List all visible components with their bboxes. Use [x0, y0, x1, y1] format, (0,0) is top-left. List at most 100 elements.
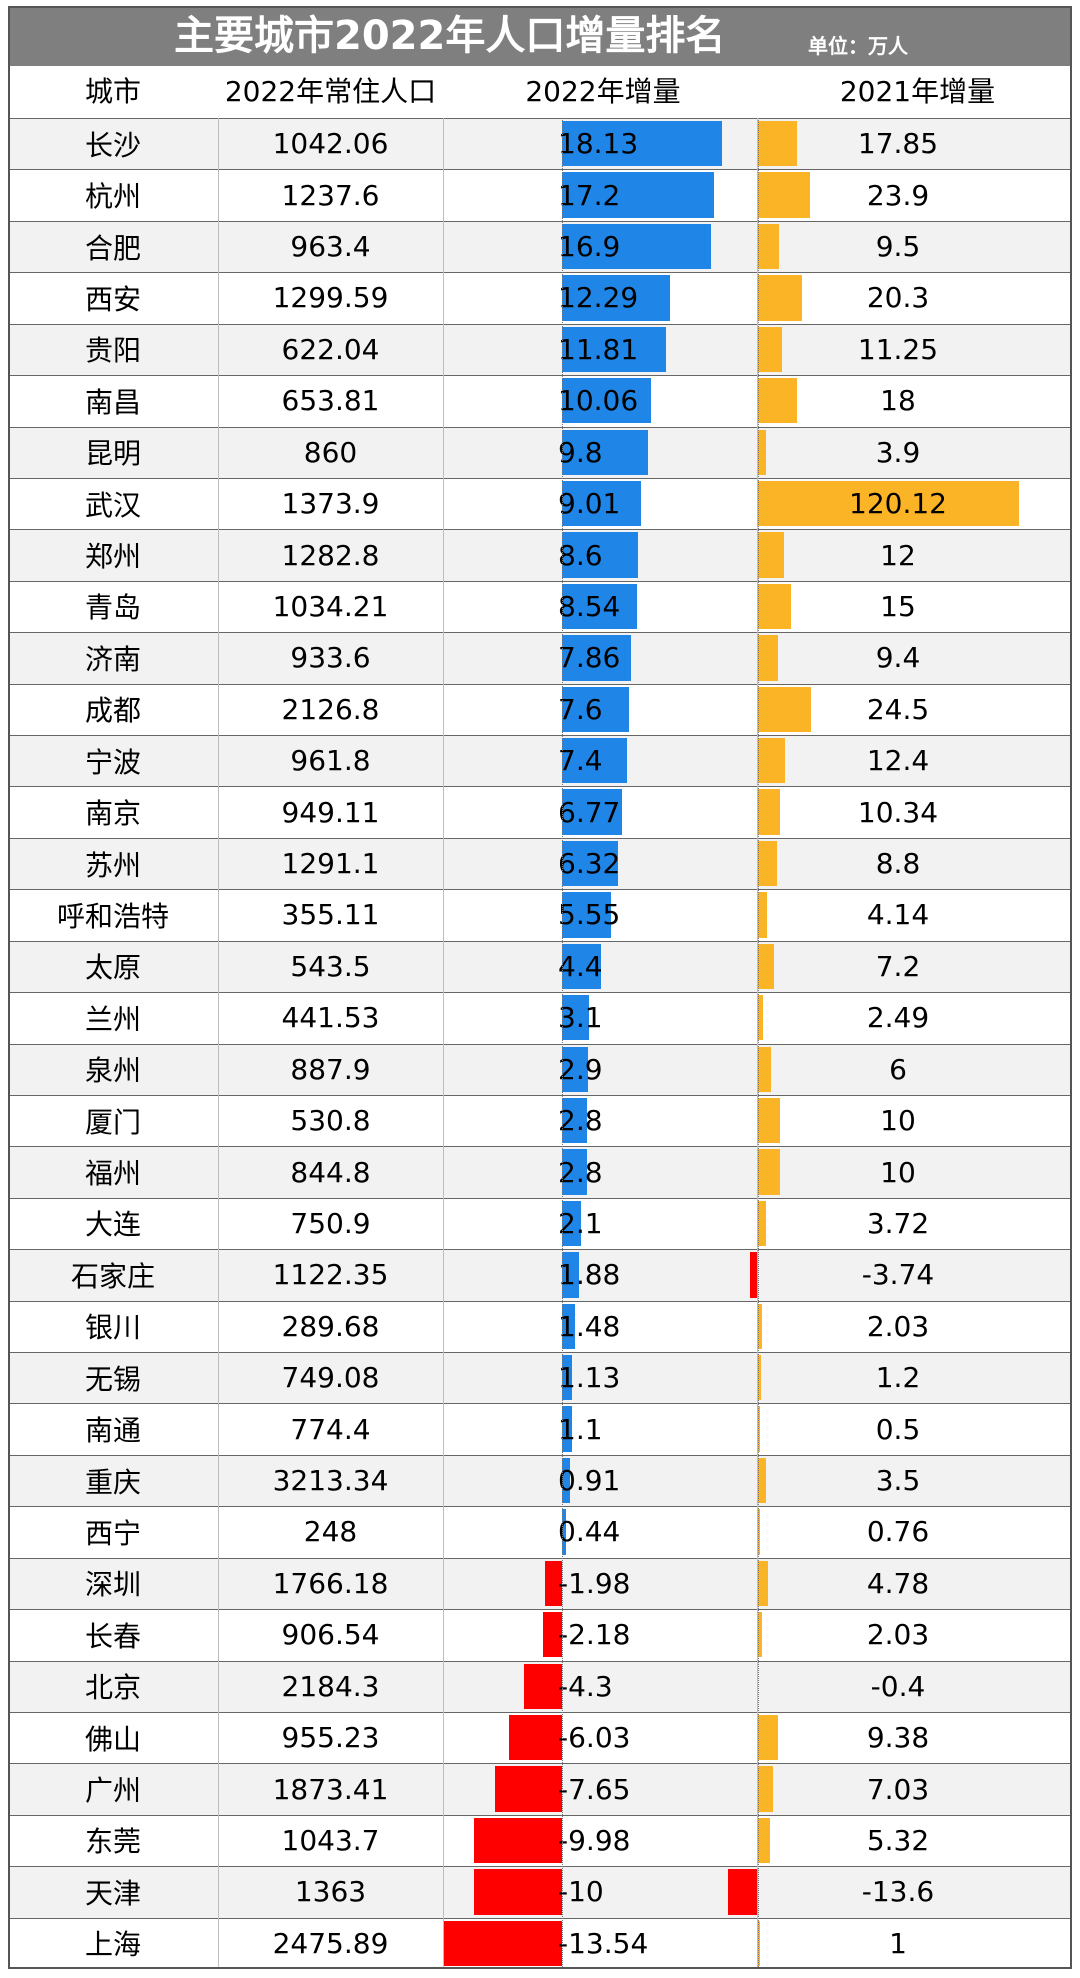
city-cell: 西安: [84, 282, 141, 316]
value-2022: 3.1: [558, 1001, 603, 1035]
table-row: [8, 1249, 1072, 1301]
table-row: [8, 118, 1072, 170]
value-2022: -13.54: [558, 1926, 649, 1960]
population-cell: 653.81: [281, 384, 380, 418]
value-2022: -1.98: [558, 1566, 631, 1600]
bar-2022: [562, 635, 632, 681]
city-cell: 宁波: [84, 745, 141, 779]
population-cell: 860: [303, 435, 358, 469]
value-2022: 17.2: [558, 178, 621, 212]
header-population: 2022年常住人口: [224, 75, 437, 108]
value-2022: 9.8: [558, 435, 603, 469]
population-cell: 2475.89: [272, 1926, 389, 1960]
city-cell: 上海: [84, 1928, 141, 1962]
value-2021: 20.3: [866, 281, 930, 315]
value-2022: 4.4: [558, 949, 603, 983]
bar-2022: [562, 1097, 587, 1144]
bar-2021: [758, 892, 767, 938]
bar-2022: [562, 1149, 587, 1195]
population-cell: 543.5: [290, 949, 371, 983]
bar-2021: [758, 1355, 761, 1401]
population-cell: 1043.7: [281, 1823, 380, 1857]
value-2021: 6: [889, 1052, 907, 1086]
table-row: [8, 940, 1072, 993]
value-2021: 3.9: [875, 435, 921, 469]
column-separator: [443, 118, 444, 1969]
value-2021: 12: [880, 538, 916, 572]
table-row: [8, 1454, 1072, 1507]
zero-line-2021: [758, 118, 759, 1969]
table-row: [8, 837, 1072, 890]
city-cell: 北京: [84, 1671, 141, 1705]
population-cell: 933.6: [290, 641, 371, 675]
population-cell: 844.8: [290, 1155, 371, 1189]
value-2021: 120.12: [849, 487, 947, 521]
population-cell: 887.9: [290, 1052, 371, 1086]
table-row: [8, 683, 1072, 735]
city-cell: 苏州: [84, 848, 141, 882]
value-2022: 8.6: [558, 538, 603, 572]
value-2021: 17.85: [857, 127, 939, 161]
bar-2022: [562, 1406, 572, 1452]
city-cell: 广州: [84, 1774, 141, 1808]
column-separator: [218, 118, 219, 1969]
bar-2021: [758, 686, 812, 732]
city-cell: 南京: [84, 797, 141, 831]
city-cell: 福州: [84, 1157, 141, 1191]
city-cell: 石家庄: [70, 1259, 155, 1293]
value-2021: 10: [880, 1155, 916, 1189]
value-2021: 3.5: [875, 1464, 921, 1498]
value-2022: -10: [558, 1875, 604, 1909]
bar-2021: [758, 223, 779, 270]
table-row: [8, 1094, 1072, 1146]
value-2022: 1.1: [558, 1412, 603, 1446]
value-2022: 2.9: [558, 1052, 603, 1086]
city-cell: 青岛: [84, 591, 141, 625]
city-cell: 东莞: [84, 1825, 141, 1859]
value-2022: -4.3: [558, 1669, 613, 1703]
value-2022: 10.06: [558, 384, 639, 418]
population-cell: 961.8: [290, 744, 371, 778]
value-2022: 18.13: [558, 127, 639, 161]
value-2021: 1: [889, 1926, 907, 1960]
value-2022: 1.13: [558, 1361, 621, 1395]
table-row: [8, 426, 1072, 478]
table-row: [8, 529, 1072, 581]
bar-2022: [562, 121, 722, 167]
bar-2021: [758, 789, 781, 835]
bar-2021: [758, 738, 785, 784]
population-cell: 1042.06: [272, 127, 389, 161]
city-cell: 杭州: [84, 180, 141, 214]
value-2022: 5.55: [558, 898, 621, 932]
table-row: [8, 1146, 1072, 1198]
bar-2022: [562, 789, 622, 835]
table-row: [8, 580, 1072, 632]
value-2022: 0.91: [558, 1464, 621, 1498]
bar-2021: [758, 1920, 761, 1966]
table-row: [8, 1917, 1072, 1969]
population-cell: 963.4: [290, 230, 371, 264]
value-2021: -3.74: [861, 1258, 935, 1292]
bar-2021: [758, 1046, 772, 1092]
population-cell: 955.23: [281, 1721, 380, 1755]
city-cell: 太原: [84, 951, 141, 985]
bar-2022: [562, 995, 590, 1041]
chart-title: 主要城市2022年人口增量排名: [174, 13, 726, 59]
bar-2021: [758, 326, 783, 373]
city-cell: 成都: [84, 694, 141, 728]
bar-2021: [758, 943, 774, 990]
bar-2021: [758, 1612, 763, 1658]
city-cell: 银川: [84, 1311, 141, 1345]
value-2021: 3.72: [866, 1206, 930, 1240]
table-row: [8, 477, 1072, 529]
population-cell: 774.4: [290, 1412, 371, 1446]
city-cell: 重庆: [84, 1465, 141, 1499]
population-cell: 441.53: [281, 1001, 380, 1035]
city-cell: 济南: [84, 642, 141, 676]
value-2021: 0.76: [866, 1515, 930, 1549]
city-cell: 天津: [84, 1876, 141, 1910]
bar-2022: [562, 326, 667, 373]
population-cell: 1291.1: [281, 847, 380, 881]
value-2021: 18: [880, 384, 916, 418]
column-separator: [757, 118, 758, 1969]
